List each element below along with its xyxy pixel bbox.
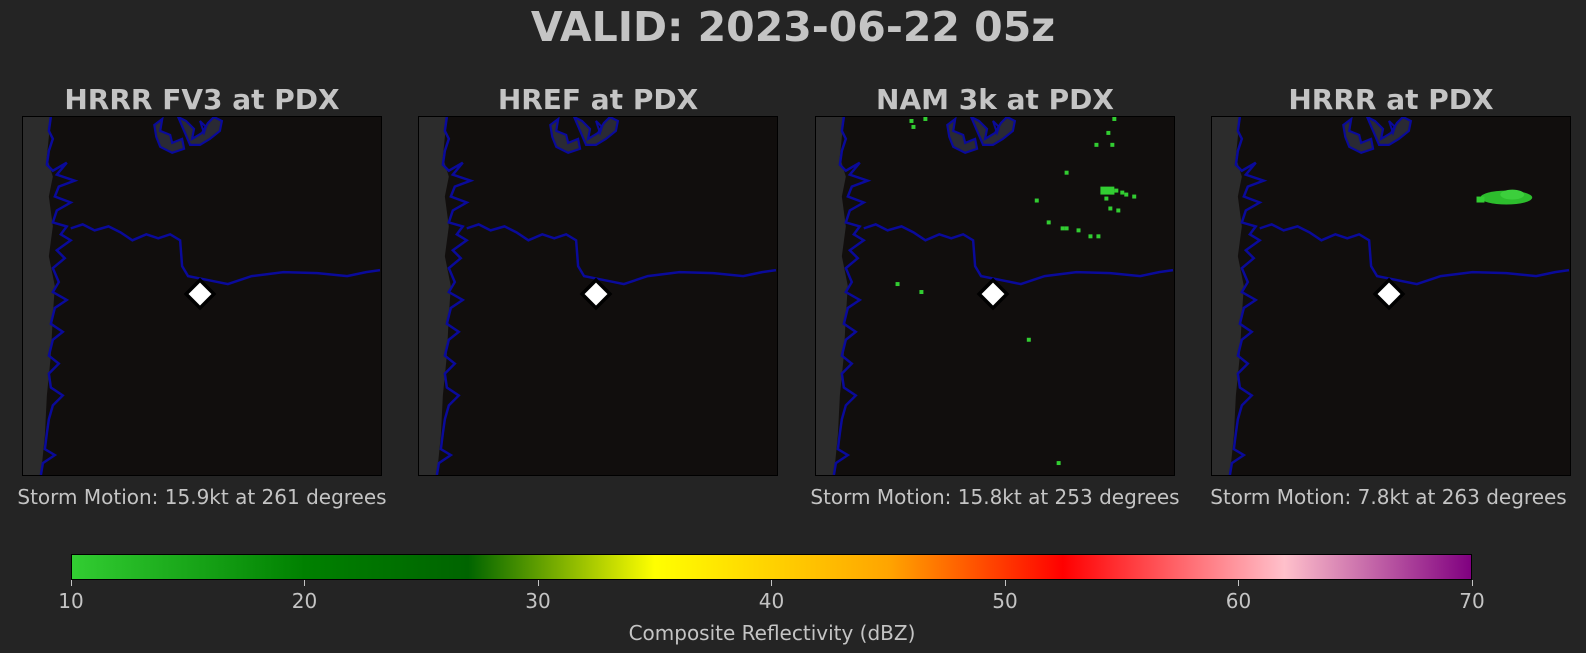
reflectivity-echo — [1056, 461, 1061, 466]
reflectivity-echo — [1476, 196, 1485, 203]
reflectivity-colorbar — [71, 554, 1472, 580]
colorbar-tickmark — [70, 580, 72, 586]
reflectivity-echo — [1132, 194, 1137, 199]
ocean-area — [816, 117, 848, 475]
puget-sound-island — [1342, 117, 1375, 154]
ocean-area — [23, 117, 55, 475]
colorbar-tick-label: 10 — [58, 589, 84, 613]
coastline — [435, 117, 475, 475]
reflectivity-echo — [923, 117, 928, 121]
reflectivity-echo — [1106, 130, 1111, 135]
pdx-station-marker — [1372, 277, 1406, 311]
colorbar-tickmark — [304, 580, 305, 586]
puget-sound-island — [572, 117, 620, 146]
map-panel-hrrr-fv3 — [22, 116, 382, 476]
colorbar-tick-label: 40 — [758, 589, 785, 613]
colorbar-tick-label: 70 — [1459, 589, 1485, 613]
colorbar-tick-label: 50 — [992, 589, 1018, 613]
reflectivity-echo — [895, 282, 900, 287]
columbia-river — [70, 223, 381, 286]
panel-title-href: HREF at PDX — [497, 83, 699, 116]
reflectivity-echo — [1114, 188, 1119, 193]
colorbar-tickmark — [537, 580, 539, 586]
colorbar-tick-label: 20 — [291, 589, 318, 613]
puget-sound-island — [153, 117, 186, 154]
colorbar-tickmark — [1471, 580, 1473, 586]
reflectivity-echo — [1094, 142, 1099, 147]
reflectivity-echo — [1064, 226, 1069, 231]
coastline — [39, 117, 79, 475]
pdx-station-marker — [579, 277, 613, 311]
puget-sound-island — [549, 117, 582, 154]
panel-title-nam-3k: NAM 3k at PDX — [876, 83, 1114, 116]
reflectivity-echo — [1034, 198, 1039, 203]
reflectivity-echo — [1088, 234, 1093, 239]
reflectivity-echo — [1096, 234, 1101, 239]
reflectivity-echo — [911, 124, 916, 129]
pdx-station-marker — [183, 277, 217, 311]
reflectivity-echo — [1124, 192, 1129, 197]
panel-title-hrrr-fv3: HRRR FV3 at PDX — [64, 83, 340, 116]
reflectivity-echo — [1026, 337, 1031, 342]
map-panel-nam-3k — [815, 116, 1175, 476]
storm-motion-hrrr: Storm Motion: 7.8kt at 263 degrees — [1210, 485, 1567, 509]
reflectivity-echo — [1064, 170, 1069, 175]
columbia-river — [863, 223, 1174, 286]
reflectivity-echo — [1112, 117, 1117, 121]
colorbar-tick-label: 30 — [525, 589, 551, 613]
reflectivity-echo — [909, 118, 914, 123]
ocean-area — [419, 117, 451, 475]
reflectivity-echo — [1060, 226, 1065, 231]
storm-motion-nam-3k: Storm Motion: 15.8kt at 253 degrees — [810, 485, 1180, 509]
figure-title: VALID: 2023-06-22 05z — [530, 3, 1056, 51]
puget-sound-island — [1365, 117, 1413, 146]
colorbar-label: Composite Reflectivity (dBZ) — [628, 621, 916, 645]
reflectivity-echo — [1046, 220, 1051, 225]
pdx-station-marker — [976, 277, 1010, 311]
puget-sound-island — [176, 117, 224, 146]
columbia-river — [1259, 223, 1570, 286]
map-panel-href — [418, 116, 778, 476]
reflectivity-echo — [1500, 189, 1525, 200]
colorbar-tickmark — [1004, 580, 1006, 586]
colorbar-tickmark — [771, 580, 772, 586]
map-panel-hrrr — [1211, 116, 1571, 476]
reflectivity-echo — [1120, 190, 1125, 195]
reflectivity-echo — [1116, 208, 1121, 213]
reflectivity-echo — [1108, 206, 1113, 211]
columbia-river — [466, 223, 777, 286]
puget-sound-island — [1388, 120, 1397, 137]
reflectivity-echo — [1076, 228, 1081, 233]
puget-sound-island — [992, 120, 1001, 137]
puget-sound-island — [946, 117, 979, 154]
puget-sound-island — [969, 117, 1017, 146]
reflectivity-echo — [919, 290, 924, 295]
puget-sound-island — [595, 120, 604, 137]
reflectivity-echo — [1110, 142, 1115, 147]
coastline — [1228, 117, 1268, 475]
coastline — [832, 117, 872, 475]
ocean-area — [1212, 117, 1244, 475]
storm-motion-hrrr-fv3: Storm Motion: 15.9kt at 261 degrees — [17, 485, 387, 509]
reflectivity-echo — [1104, 196, 1109, 201]
reflectivity-echo — [1100, 186, 1115, 195]
colorbar-tick-label: 60 — [1225, 589, 1252, 613]
panel-title-hrrr: HRRR at PDX — [1288, 83, 1494, 116]
colorbar-tickmark — [1238, 580, 1239, 586]
puget-sound-island — [199, 120, 208, 137]
